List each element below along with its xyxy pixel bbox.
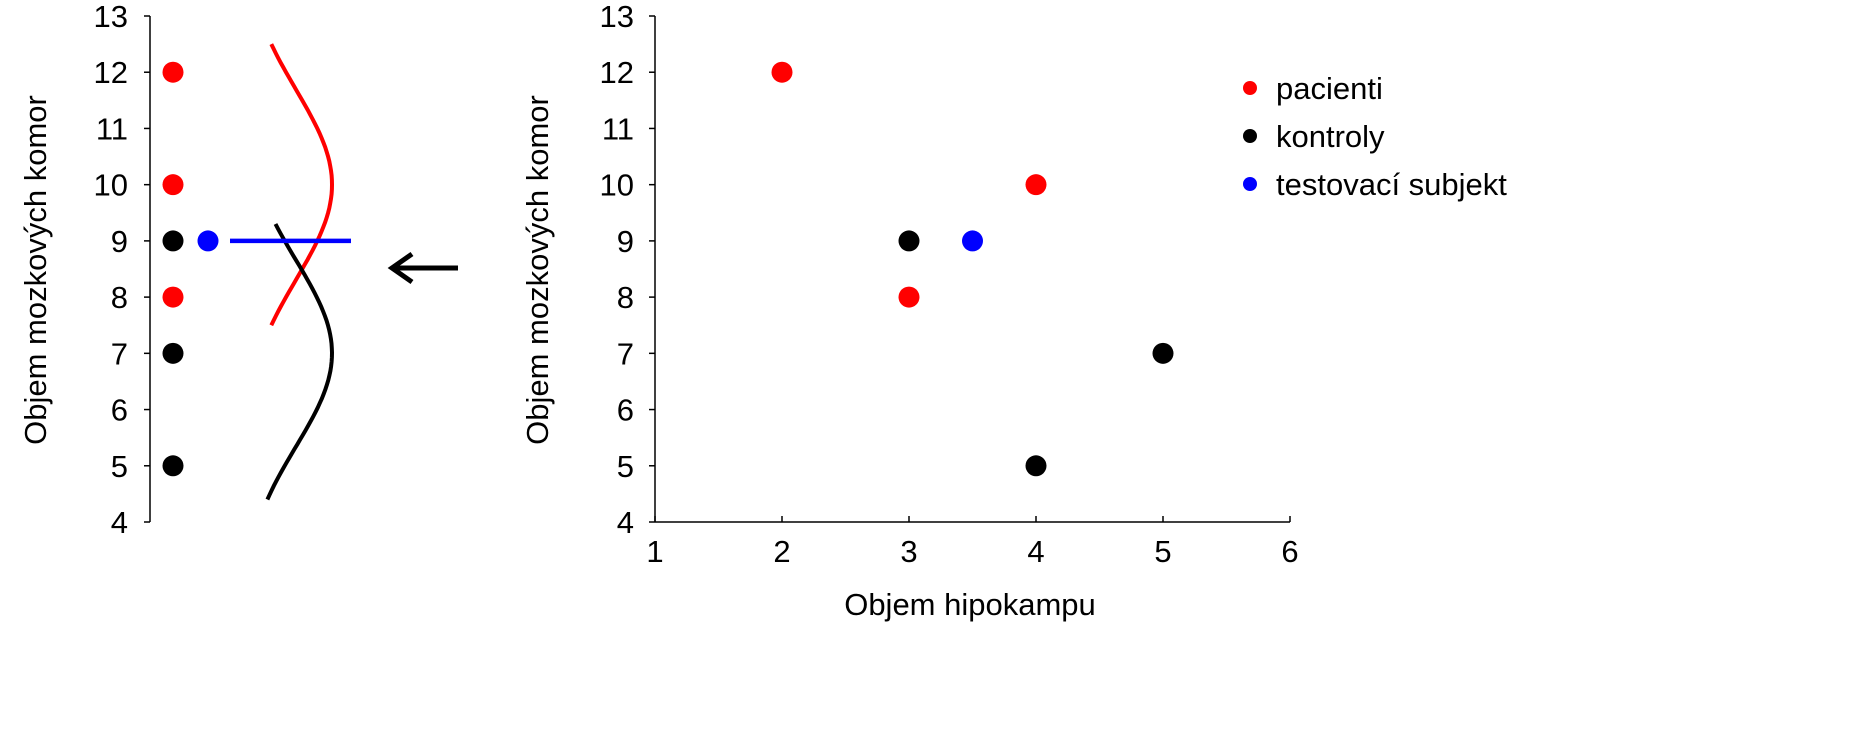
point-testovací-subjekt xyxy=(197,230,219,252)
right-y-tick-label: 8 xyxy=(617,280,634,315)
point-kontroly xyxy=(162,342,184,364)
arrow-left-icon xyxy=(387,251,458,285)
right-x-tick-label: 5 xyxy=(1154,534,1171,569)
point-pacienti xyxy=(162,174,184,196)
left-y-tick-label: 10 xyxy=(94,168,128,203)
legend-label-pacienti: pacienti xyxy=(1276,71,1383,106)
right-x-tick-label: 1 xyxy=(646,534,663,569)
point-kontroly xyxy=(898,230,920,252)
legend-marker-pacienti xyxy=(1243,81,1257,95)
left-y-tick-label: 13 xyxy=(94,0,128,34)
legend-marker-testovací-subjekt xyxy=(1243,177,1257,191)
right-y-tick-label: 11 xyxy=(602,111,634,146)
left-y-tick-label: 5 xyxy=(111,449,128,484)
point-kontroly xyxy=(1152,342,1174,364)
legend-label-kontroly: kontroly xyxy=(1276,119,1385,154)
right-y-tick-label: 6 xyxy=(617,393,634,428)
left-y-tick-label: 4 xyxy=(111,505,128,540)
right-y-tick-label: 4 xyxy=(617,505,634,540)
right-y-axis-title: Objem mozkových komor xyxy=(520,95,555,445)
legend-label-testovací-subjekt: testovací subjekt xyxy=(1276,167,1507,202)
left-points xyxy=(162,61,219,477)
left-y-ticks: 4 5 6 7 8 9 10 11 12 13 xyxy=(94,0,150,540)
left-y-tick-label: 11 xyxy=(96,111,128,146)
right-y-tick-label: 7 xyxy=(617,336,634,371)
point-pacienti xyxy=(771,61,793,83)
left-y-tick-label: 6 xyxy=(111,393,128,428)
legend-marker-kontroly xyxy=(1243,129,1257,143)
legend: pacienti kontroly testovací subjekt xyxy=(1243,71,1507,202)
point-kontroly xyxy=(1025,455,1047,477)
point-testovací-subjekt xyxy=(962,230,983,252)
distribution-curve-kontroly xyxy=(265,223,335,501)
right-y-tick-label: 5 xyxy=(617,449,634,484)
point-pacienti xyxy=(162,286,184,308)
right-x-tick-label: 4 xyxy=(1027,534,1044,569)
point-pacienti xyxy=(898,286,920,308)
right-y-tick-label: 12 xyxy=(600,55,634,90)
right-points xyxy=(771,61,1174,477)
right-y-tick-label: 9 xyxy=(617,224,634,259)
left-y-tick-label: 7 xyxy=(111,336,128,371)
right-y-tick-label: 10 xyxy=(600,168,634,203)
left-y-tick-label: 12 xyxy=(94,55,128,90)
right-x-axis-title: Objem hipokampu xyxy=(844,587,1096,622)
distribution-curve-pacienti xyxy=(269,43,335,327)
point-pacienti xyxy=(1025,174,1047,196)
left-y-tick-label: 9 xyxy=(111,224,128,259)
right-x-tick-label: 3 xyxy=(900,534,917,569)
point-kontroly xyxy=(162,455,184,477)
left-distributions xyxy=(230,43,351,501)
right-y-tick-label: 13 xyxy=(600,0,634,34)
right-x-tick-label: 2 xyxy=(773,534,790,569)
point-pacienti xyxy=(162,61,184,83)
left-y-tick-label: 8 xyxy=(111,280,128,315)
point-kontroly xyxy=(162,230,184,252)
left-y-axis-title: Objem mozkových komor xyxy=(18,95,53,445)
right-x-tick-label: 6 xyxy=(1281,534,1298,569)
